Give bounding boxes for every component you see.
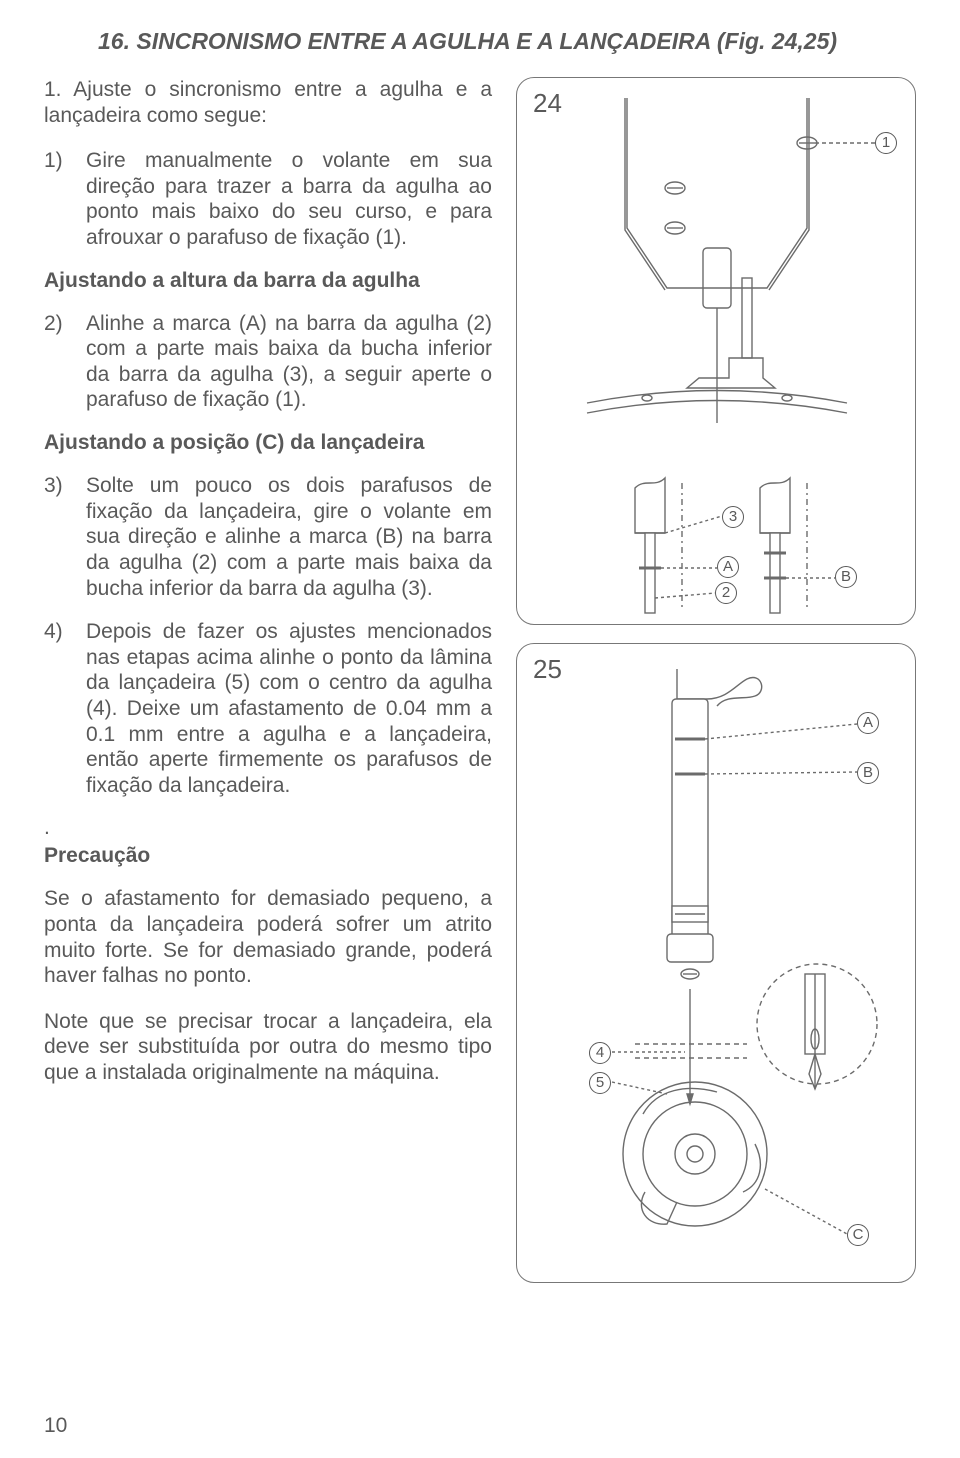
callout-A: A <box>717 556 739 578</box>
item-number: 4) <box>44 619 74 798</box>
precaution-heading: Precaução <box>44 844 492 868</box>
stray-dot: . <box>44 816 492 840</box>
callout-2: 2 <box>715 582 737 604</box>
item-number: 2) <box>44 311 74 413</box>
figure-24: 24 <box>516 77 916 625</box>
intro-paragraph: 1. Ajuste o sincronismo entre a agulha e… <box>44 77 492 128</box>
page-number: 10 <box>44 1414 67 1438</box>
figure-24-drawing <box>517 78 917 626</box>
item-number: 1) <box>44 148 74 250</box>
item-body: Gire manualmente o volante em sua direçã… <box>86 148 492 250</box>
figure-column: 24 <box>516 77 916 1283</box>
callout-B: B <box>835 566 857 588</box>
callout-B: B <box>857 762 879 784</box>
callout-3: 3 <box>722 506 744 528</box>
list-item: 2) Alinhe a marca (A) na barra da agulha… <box>44 311 492 413</box>
figure-25: 25 <box>516 643 916 1283</box>
callout-1: 1 <box>875 132 897 154</box>
callout-C: C <box>847 1224 869 1246</box>
callout-A: A <box>857 712 879 734</box>
precaution-paragraph: Se o afastamento for demasiado pequeno, … <box>44 886 492 988</box>
callout-5: 5 <box>589 1072 611 1094</box>
item-number: 3) <box>44 473 74 601</box>
subheading: Ajustando a altura da barra da agulha <box>44 269 492 293</box>
list-item: 4) Depois de fazer os ajustes mencionado… <box>44 619 492 798</box>
figure-25-drawing <box>517 644 917 1284</box>
section-title: 16. SINCRONISMO ENTRE A AGULHA E A LANÇA… <box>98 28 916 55</box>
item-body: Alinhe a marca (A) na barra da agulha (2… <box>86 311 492 413</box>
subheading: Ajustando a posição (C) da lançadeira <box>44 431 492 455</box>
list-item: 3) Solte um pouco os dois parafusos de f… <box>44 473 492 601</box>
callout-4: 4 <box>589 1042 611 1064</box>
text-column: 1. Ajuste o sincronismo entre a agulha e… <box>44 77 492 1283</box>
two-column-layout: 1. Ajuste o sincronismo entre a agulha e… <box>44 77 916 1283</box>
item-body: Solte um pouco os dois parafusos de fixa… <box>86 473 492 601</box>
item-body: Depois de fazer os ajustes mencionados n… <box>86 619 492 798</box>
manual-page: 16. SINCRONISMO ENTRE A AGULHA E A LANÇA… <box>0 0 960 1458</box>
list-item: 1) Gire manualmente o volante em sua dir… <box>44 148 492 250</box>
precaution-paragraph: Note que se precisar trocar a lançadeira… <box>44 1009 492 1086</box>
